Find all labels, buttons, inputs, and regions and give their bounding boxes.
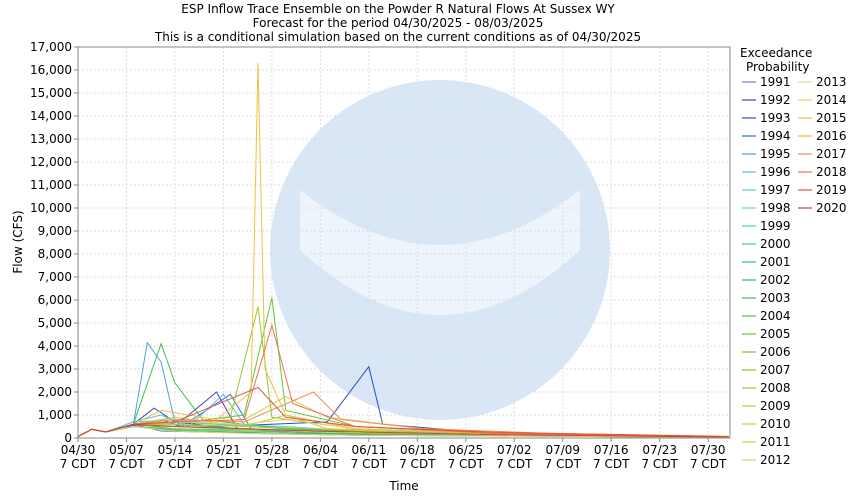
legend-label-1994: 1994 xyxy=(760,129,791,143)
legend-label-1992: 1992 xyxy=(760,93,791,107)
legend-label-2000: 2000 xyxy=(760,237,791,251)
legend-label-2006: 2006 xyxy=(760,345,791,359)
legend-label-2002: 2002 xyxy=(760,273,791,287)
legend-label-2016: 2016 xyxy=(816,129,847,143)
legend: Exceedance Probability 1991 1992 1993 1994 1… xyxy=(740,46,847,467)
x-axis-title: Time xyxy=(388,479,418,493)
x-tick-sublabel: 7 CDT xyxy=(60,457,97,471)
legend-label-1997: 1997 xyxy=(760,183,791,197)
x-tick-label: 07/16 xyxy=(594,443,629,457)
chart-title-line-1: ESP Inflow Trace Ensemble on the Powder … xyxy=(181,2,615,16)
x-tick-sublabel: 7 CDT xyxy=(205,457,242,471)
x-tick-sublabel: 7 CDT xyxy=(593,457,630,471)
x-tick-label: 05/07 xyxy=(109,443,144,457)
x-tick-label: 05/28 xyxy=(255,443,290,457)
noaa-watermark xyxy=(270,80,610,420)
y-tick-label: 13,000 xyxy=(30,132,72,146)
chart-title-line-2: Forecast for the period 04/30/2025 - 08/… xyxy=(253,16,544,30)
legend-label-2011: 2011 xyxy=(760,435,791,449)
y-tick-label: 15,000 xyxy=(30,86,72,100)
legend-label-1998: 1998 xyxy=(760,201,791,215)
x-tick-label: 07/02 xyxy=(497,443,532,457)
legend-label-2014: 2014 xyxy=(816,93,847,107)
legend-label-2019: 2019 xyxy=(816,183,847,197)
x-tick-label: 06/11 xyxy=(352,443,387,457)
y-tick-label: 6,000 xyxy=(38,293,72,307)
x-tick-sublabel: 7 CDT xyxy=(448,457,485,471)
legend-label-2013: 2013 xyxy=(816,75,847,89)
series-line-2020 xyxy=(77,423,729,438)
legend-label-2009: 2009 xyxy=(760,399,791,413)
legend-label-2020: 2020 xyxy=(816,201,847,215)
plot-area-frame xyxy=(77,46,731,439)
y-tick-label: 12,000 xyxy=(30,155,72,169)
y-tick-label: 17,000 xyxy=(30,40,72,54)
y-tick-label: 11,000 xyxy=(30,178,72,192)
x-tick-sublabel: 7 CDT xyxy=(545,457,582,471)
y-tick-label: 2,000 xyxy=(38,385,72,399)
x-tick-sublabel: 7 CDT xyxy=(108,457,145,471)
legend-label-2010: 2010 xyxy=(760,417,791,431)
legend-label-2003: 2003 xyxy=(760,291,791,305)
y-tick-label: 16,000 xyxy=(30,63,72,77)
legend-label-1996: 1996 xyxy=(760,165,791,179)
legend-label-2017: 2017 xyxy=(816,147,847,161)
y-tick-label: 5,000 xyxy=(38,316,72,330)
y-tick-label: 0 xyxy=(64,431,72,445)
series-layer xyxy=(77,63,729,438)
x-tick-sublabel: 7 CDT xyxy=(690,457,727,471)
x-tick-label: 06/18 xyxy=(400,443,435,457)
x-tick-sublabel: 7 CDT xyxy=(399,457,436,471)
legend-label-1993: 1993 xyxy=(760,111,791,125)
y-tick-label: 8,000 xyxy=(38,247,72,261)
y-axis: 0 1,000 2,000 3,000 4,000 5,000 6,000 7,000 8,00… xyxy=(30,40,78,445)
chart-title-line-3: This is a conditional simulation based o… xyxy=(154,30,641,44)
legend-label-1991: 1991 xyxy=(760,75,791,89)
legend-label-1999: 1999 xyxy=(760,219,791,233)
legend-label-2004: 2004 xyxy=(760,309,791,323)
x-tick-label: 07/09 xyxy=(545,443,580,457)
x-tick-label: 06/25 xyxy=(449,443,484,457)
x-tick-label: 07/30 xyxy=(691,443,726,457)
legend-title-line-2: Probability xyxy=(746,60,809,74)
y-tick-label: 9,000 xyxy=(38,224,72,238)
watermark-wave xyxy=(300,190,580,315)
legend-label-2015: 2015 xyxy=(816,111,847,125)
x-tick-label: 07/23 xyxy=(642,443,677,457)
x-tick-sublabel: 7 CDT xyxy=(157,457,194,471)
x-tick-sublabel: 7 CDT xyxy=(641,457,678,471)
x-tick-label: 05/21 xyxy=(206,443,241,457)
x-tick-sublabel: 7 CDT xyxy=(351,457,388,471)
legend-label-2007: 2007 xyxy=(760,363,791,377)
x-tick-label: 04/30 xyxy=(61,443,96,457)
x-tick-label: 05/14 xyxy=(158,443,193,457)
y-axis-title: Flow (CFS) xyxy=(11,210,25,273)
legend-label-2005: 2005 xyxy=(760,327,791,341)
y-tick-label: 14,000 xyxy=(30,109,72,123)
y-tick-label: 4,000 xyxy=(38,339,72,353)
y-tick-label: 1,000 xyxy=(38,408,72,422)
y-tick-label: 7,000 xyxy=(38,270,72,284)
grid xyxy=(77,46,730,439)
x-tick-sublabel: 7 CDT xyxy=(302,457,339,471)
legend-label-1995: 1995 xyxy=(760,147,791,161)
x-tick-label: 06/04 xyxy=(303,443,338,457)
y-tick-label: 3,000 xyxy=(38,362,72,376)
legend-title-line-1: Exceedance xyxy=(740,46,812,60)
legend-label-2012: 2012 xyxy=(760,453,791,467)
y-tick-label: 10,000 xyxy=(30,201,72,215)
legend-label-2008: 2008 xyxy=(760,381,791,395)
x-tick-sublabel: 7 CDT xyxy=(254,457,291,471)
x-tick-sublabel: 7 CDT xyxy=(496,457,533,471)
legend-label-2001: 2001 xyxy=(760,255,791,269)
legend-label-2018: 2018 xyxy=(816,165,847,179)
